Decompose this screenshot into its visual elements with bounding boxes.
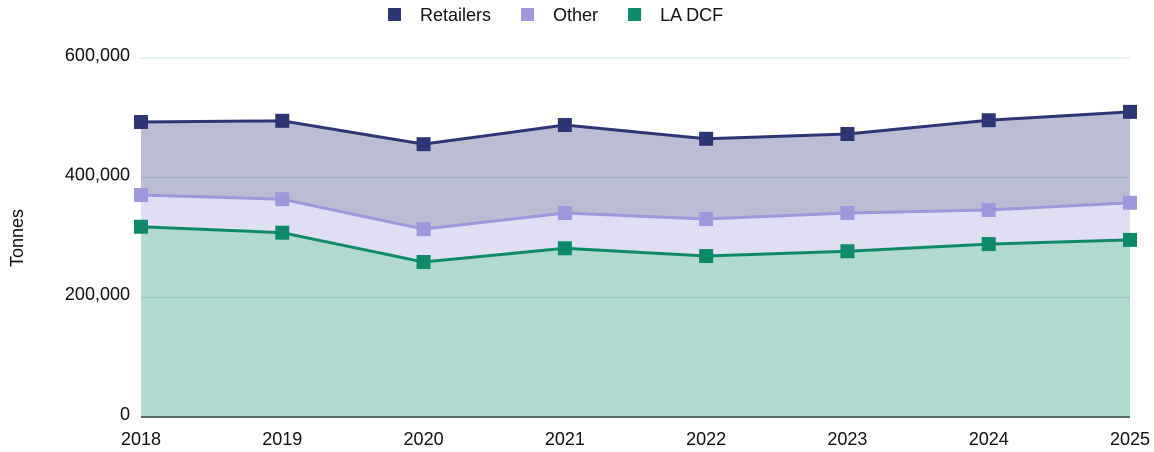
y-tick-label: 400,000 xyxy=(65,164,130,184)
marker xyxy=(1123,232,1137,247)
legend-swatch xyxy=(521,8,535,21)
marker xyxy=(840,205,855,220)
marker xyxy=(699,211,714,226)
marker xyxy=(557,118,572,133)
area xyxy=(141,111,1130,230)
area xyxy=(141,195,1130,263)
x-tick-label: 2023 xyxy=(827,429,867,449)
legend-swatch xyxy=(388,8,401,21)
x-tick-label: 2020 xyxy=(404,429,444,449)
marker xyxy=(416,137,431,152)
area xyxy=(141,226,1130,417)
y-tick-label: 200,000 xyxy=(65,284,130,304)
x-tick-label: 2022 xyxy=(686,429,726,449)
marker xyxy=(416,222,431,237)
line xyxy=(140,225,1131,264)
marker xyxy=(1123,104,1137,119)
x-tick-label: 2024 xyxy=(969,429,1009,449)
line xyxy=(140,110,1131,146)
x-tick-label: 2025 xyxy=(1110,429,1150,449)
marker xyxy=(981,237,996,252)
legend-label: Retailers xyxy=(420,5,491,25)
marker xyxy=(699,131,714,146)
marker xyxy=(557,241,572,256)
marker xyxy=(134,188,148,203)
x-tick-label: 2021 xyxy=(545,429,585,449)
marker xyxy=(840,244,855,259)
y-tick-label: 0 xyxy=(120,404,130,424)
legend-label: LA DCF xyxy=(660,5,723,25)
y-axis-label: Tonnes xyxy=(7,209,27,267)
marker xyxy=(699,249,714,264)
marker xyxy=(416,255,431,270)
line xyxy=(140,193,1131,231)
marker xyxy=(840,126,855,141)
legend-swatch xyxy=(628,8,642,21)
legend-label: Other xyxy=(553,5,598,25)
marker xyxy=(981,202,996,217)
marker xyxy=(1123,195,1137,210)
marker xyxy=(275,192,290,207)
marker xyxy=(275,225,290,240)
marker xyxy=(557,205,572,220)
x-tick-label: 2018 xyxy=(121,429,161,449)
marker xyxy=(134,219,148,234)
marker xyxy=(275,113,290,128)
marker xyxy=(981,113,996,128)
y-tick-label: 600,000 xyxy=(65,45,130,65)
x-tick-label: 2019 xyxy=(262,429,302,449)
marker xyxy=(134,115,148,130)
